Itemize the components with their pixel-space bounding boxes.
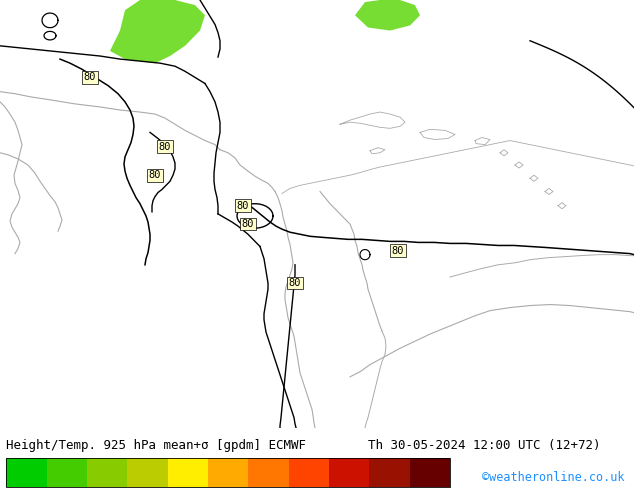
Bar bbox=[370, 458, 410, 487]
Polygon shape bbox=[110, 0, 205, 63]
Bar bbox=[6, 458, 47, 487]
Bar bbox=[329, 458, 370, 487]
Bar bbox=[127, 458, 168, 487]
Bar bbox=[47, 458, 87, 487]
Text: Height/Temp. 925 hPa mean+σ [gpdm] ECMWF: Height/Temp. 925 hPa mean+σ [gpdm] ECMWF bbox=[6, 439, 306, 452]
Text: Th 30-05-2024 12:00 UTC (12+72): Th 30-05-2024 12:00 UTC (12+72) bbox=[368, 439, 600, 452]
Polygon shape bbox=[355, 0, 420, 30]
Bar bbox=[208, 458, 249, 487]
Bar bbox=[168, 458, 208, 487]
Text: 80: 80 bbox=[149, 170, 161, 180]
Text: 80: 80 bbox=[392, 245, 404, 256]
Text: 80: 80 bbox=[158, 142, 171, 152]
Text: 80: 80 bbox=[236, 201, 249, 211]
Text: 80: 80 bbox=[84, 73, 96, 82]
Bar bbox=[87, 458, 127, 487]
Bar bbox=[288, 458, 329, 487]
Text: 80: 80 bbox=[288, 278, 301, 288]
Text: ©weatheronline.co.uk: ©weatheronline.co.uk bbox=[482, 471, 624, 484]
Bar bbox=[249, 458, 288, 487]
Bar bbox=[410, 458, 450, 487]
Text: 80: 80 bbox=[242, 219, 254, 229]
Bar bbox=[6, 458, 450, 487]
